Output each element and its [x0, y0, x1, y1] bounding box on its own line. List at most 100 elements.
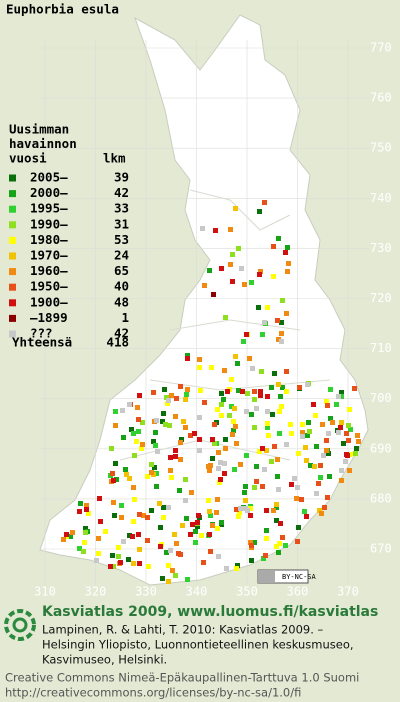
observation-square	[314, 491, 319, 496]
observation-square	[313, 413, 318, 418]
citation-line: Kasvimuseo, Helsinki.	[42, 653, 167, 667]
observation-square	[212, 422, 217, 427]
y-label: 730	[370, 241, 392, 255]
observation-square	[210, 437, 215, 442]
observation-square	[192, 431, 197, 436]
observation-square	[316, 481, 321, 486]
observation-square	[111, 478, 116, 483]
observation-square	[344, 431, 349, 436]
observation-square	[336, 430, 341, 435]
observation-square	[324, 399, 329, 404]
observation-square	[219, 391, 224, 396]
legend-swatch	[9, 190, 16, 198]
observation-square	[146, 564, 151, 569]
observation-square	[336, 394, 341, 399]
observation-square	[229, 377, 234, 382]
observation-square	[82, 540, 87, 545]
observation-square	[167, 423, 172, 428]
observation-square	[308, 463, 313, 468]
citation-line: Helsingin Yliopisto, Luonnontieteellinen…	[42, 638, 354, 652]
observation-square	[109, 446, 114, 451]
observation-square	[339, 394, 344, 399]
legend-label: 2005–	[30, 170, 68, 185]
observation-square	[197, 357, 202, 362]
observation-square	[140, 442, 145, 447]
observation-square	[114, 477, 119, 482]
observation-square	[295, 485, 300, 490]
observation-square	[202, 283, 207, 288]
legend-swatch	[9, 314, 16, 322]
observation-square	[285, 269, 290, 274]
observation-square	[275, 457, 280, 462]
observation-square	[154, 418, 159, 423]
observation-square	[355, 433, 360, 438]
observation-square	[222, 471, 227, 476]
observation-square	[230, 432, 235, 437]
observation-square	[279, 339, 284, 344]
observation-square	[217, 480, 222, 485]
observation-square	[132, 497, 137, 502]
legend-count: 33	[114, 201, 129, 216]
observation-square	[145, 515, 150, 520]
observation-square	[348, 427, 353, 432]
observation-square	[121, 539, 126, 544]
x-label: 360	[287, 585, 309, 599]
observation-square	[277, 431, 282, 436]
observation-square	[94, 558, 99, 563]
observation-square	[334, 402, 339, 407]
observation-square	[136, 532, 141, 537]
observation-square	[242, 490, 247, 495]
observation-square	[196, 513, 201, 518]
observation-square	[230, 279, 235, 284]
observation-square	[265, 409, 270, 414]
observation-square	[207, 509, 212, 514]
observation-square	[276, 337, 281, 342]
observation-square	[276, 487, 281, 492]
observation-square	[222, 368, 227, 373]
observation-square	[260, 446, 265, 451]
observation-square	[154, 484, 159, 489]
legend-label: ???	[30, 326, 53, 341]
observation-square	[262, 200, 267, 205]
observation-square	[135, 405, 140, 410]
observation-square	[346, 438, 351, 443]
observation-square	[314, 444, 319, 449]
observation-square	[162, 387, 167, 392]
observation-square	[116, 554, 121, 559]
observation-square	[271, 508, 276, 513]
observation-square	[232, 406, 237, 411]
observation-square	[262, 320, 267, 325]
map-title: Euphorbia esula	[6, 2, 119, 17]
observation-square	[165, 401, 170, 406]
observation-square	[262, 467, 267, 472]
observation-square	[131, 519, 136, 524]
observation-square	[338, 425, 343, 430]
observation-square	[215, 497, 220, 502]
observation-square	[223, 437, 228, 442]
observation-square	[151, 439, 156, 444]
observation-square	[112, 513, 117, 518]
observation-square	[305, 433, 310, 438]
observation-square	[168, 468, 173, 473]
observation-square	[264, 536, 269, 541]
observation-square	[231, 419, 236, 424]
observation-square	[141, 513, 146, 518]
observation-square	[161, 505, 166, 510]
observation-square	[161, 515, 166, 520]
observation-square	[254, 479, 259, 484]
x-label: 330	[135, 585, 157, 599]
observation-square	[265, 305, 270, 310]
observation-square	[81, 549, 86, 554]
observation-square	[198, 388, 203, 393]
observation-square	[149, 462, 154, 467]
observation-square	[249, 412, 254, 417]
observation-square	[264, 528, 269, 533]
observation-square	[236, 246, 241, 251]
observation-square	[249, 558, 254, 563]
observation-square	[258, 269, 263, 274]
footer-heading: Kasviatlas 2009, www.luomus.fi/kasviatla…	[42, 604, 378, 620]
observation-square	[193, 529, 198, 534]
observation-square	[116, 545, 121, 550]
observation-square	[347, 407, 352, 412]
observation-square	[207, 468, 212, 473]
